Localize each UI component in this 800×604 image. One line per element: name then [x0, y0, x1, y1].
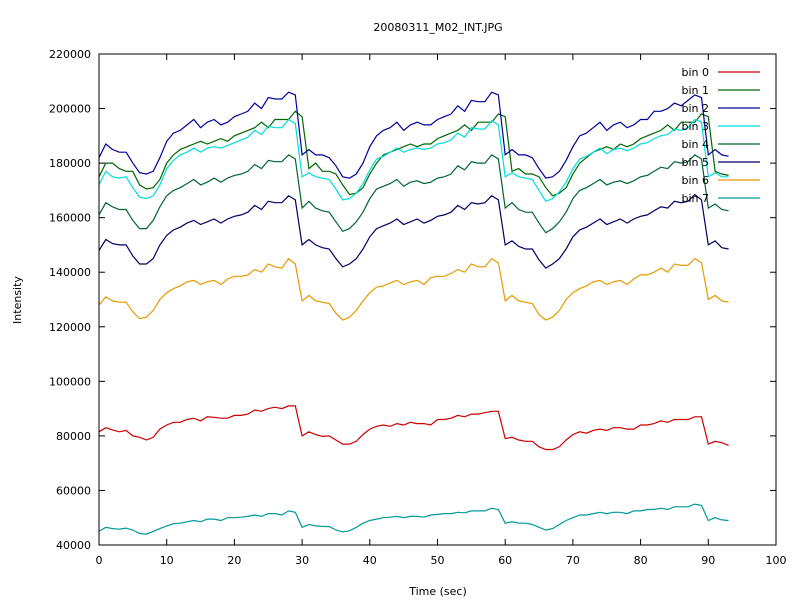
series-line-bin-3 [98, 118, 729, 203]
legend-label-bin-3: bin 3 [681, 120, 709, 133]
y-tick-label-8: 200000 [49, 103, 91, 116]
series-line-bin-7 [98, 503, 729, 535]
x-tick-label-6: 60 [498, 554, 512, 567]
series-line-bin-4 [98, 154, 729, 234]
y-axis-label: Intensity [11, 276, 24, 324]
legend: bin 0 bin 1 bin 2 bin 3 bin 4 bin 5 bin 6 bin 7 [681, 66, 760, 205]
x-tick-label-9: 90 [701, 554, 715, 567]
legend-label-bin-5: bin 5 [681, 156, 709, 169]
x-tick-label-4: 40 [363, 554, 377, 567]
series-line-bin-0 [98, 405, 729, 451]
axis-tick-labels: 0 10 20 30 40 50 60 70 80 90 100 40000 60000 80000 100… [49, 48, 787, 567]
series-lines [98, 91, 729, 535]
y-tick-label-5: 140000 [49, 266, 91, 279]
x-tick-label-2: 20 [227, 554, 241, 567]
y-tick-label-1: 60000 [56, 484, 91, 497]
legend-label-bin-4: bin 4 [681, 138, 709, 151]
y-tick-label-9: 220000 [49, 48, 91, 61]
series-line-bin-1 [98, 110, 729, 197]
series-line-bin-2 [98, 91, 729, 179]
y-tick-label-6: 160000 [49, 212, 91, 225]
y-tick-label-7: 180000 [49, 157, 91, 170]
y-tick-label-0: 40000 [56, 539, 91, 552]
legend-label-bin-6: bin 6 [681, 174, 709, 187]
legend-label-bin-1: bin 1 [681, 84, 709, 97]
legend-label-bin-0: bin 0 [681, 66, 709, 79]
y-tick-label-2: 80000 [56, 430, 91, 443]
y-tick-label-4: 120000 [49, 321, 91, 334]
x-tick-label-10: 100 [766, 554, 787, 567]
legend-label-bin-2: bin 2 [681, 102, 709, 115]
series-line-bin-5 [98, 193, 729, 269]
x-tick-label-1: 10 [160, 554, 174, 567]
x-tick-label-8: 80 [634, 554, 648, 567]
y-tick-label-3: 100000 [49, 375, 91, 388]
x-tick-label-0: 0 [96, 554, 103, 567]
plot-frame [98, 53, 777, 546]
x-tick-label-3: 30 [295, 554, 309, 567]
legend-label-bin-7: bin 7 [681, 192, 709, 205]
series-line-bin-6 [98, 257, 729, 321]
x-tick-label-5: 50 [431, 554, 445, 567]
x-axis-label: Time (sec) [408, 585, 467, 598]
chart-title: 20080311_M02_INT.JPG [373, 21, 502, 34]
x-tick-label-7: 70 [566, 554, 580, 567]
